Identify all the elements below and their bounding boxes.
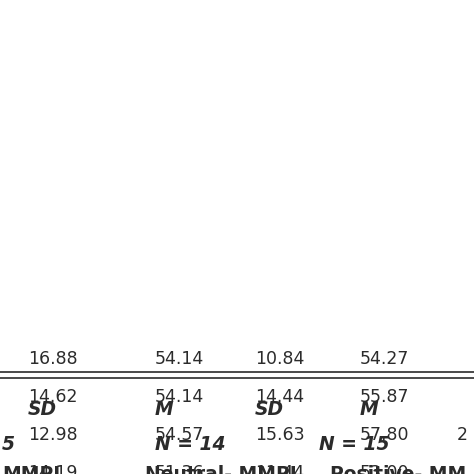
Text: 54.14: 54.14 [155, 350, 204, 368]
Text: 53.00: 53.00 [360, 464, 410, 474]
Text: MMPI: MMPI [2, 465, 60, 474]
Text: M: M [360, 400, 379, 419]
Text: 16.88: 16.88 [28, 350, 78, 368]
Text: 51.36: 51.36 [155, 464, 205, 474]
Text: 2: 2 [457, 426, 468, 444]
Text: SD: SD [28, 400, 57, 419]
Text: 5: 5 [2, 435, 15, 454]
Text: 12.98: 12.98 [28, 426, 78, 444]
Text: 10.84: 10.84 [255, 350, 304, 368]
Text: 57.80: 57.80 [360, 426, 410, 444]
Text: Positive- MM: Positive- MM [330, 465, 466, 474]
Text: M: M [155, 400, 173, 419]
Text: 14.19: 14.19 [28, 464, 78, 474]
Text: 54.57: 54.57 [155, 426, 204, 444]
Text: 14.62: 14.62 [28, 388, 78, 406]
Text: 15.63: 15.63 [255, 426, 305, 444]
Text: SD: SD [255, 400, 284, 419]
Text: N = 15: N = 15 [319, 435, 390, 454]
Text: 54.14: 54.14 [155, 388, 204, 406]
Text: 54.27: 54.27 [360, 350, 410, 368]
Text: N = 14: N = 14 [155, 435, 225, 454]
Text: Neutral- MMPI: Neutral- MMPI [145, 465, 297, 474]
Text: 14.44: 14.44 [255, 388, 304, 406]
Text: 55.87: 55.87 [360, 388, 410, 406]
Text: 11.44: 11.44 [255, 464, 304, 474]
